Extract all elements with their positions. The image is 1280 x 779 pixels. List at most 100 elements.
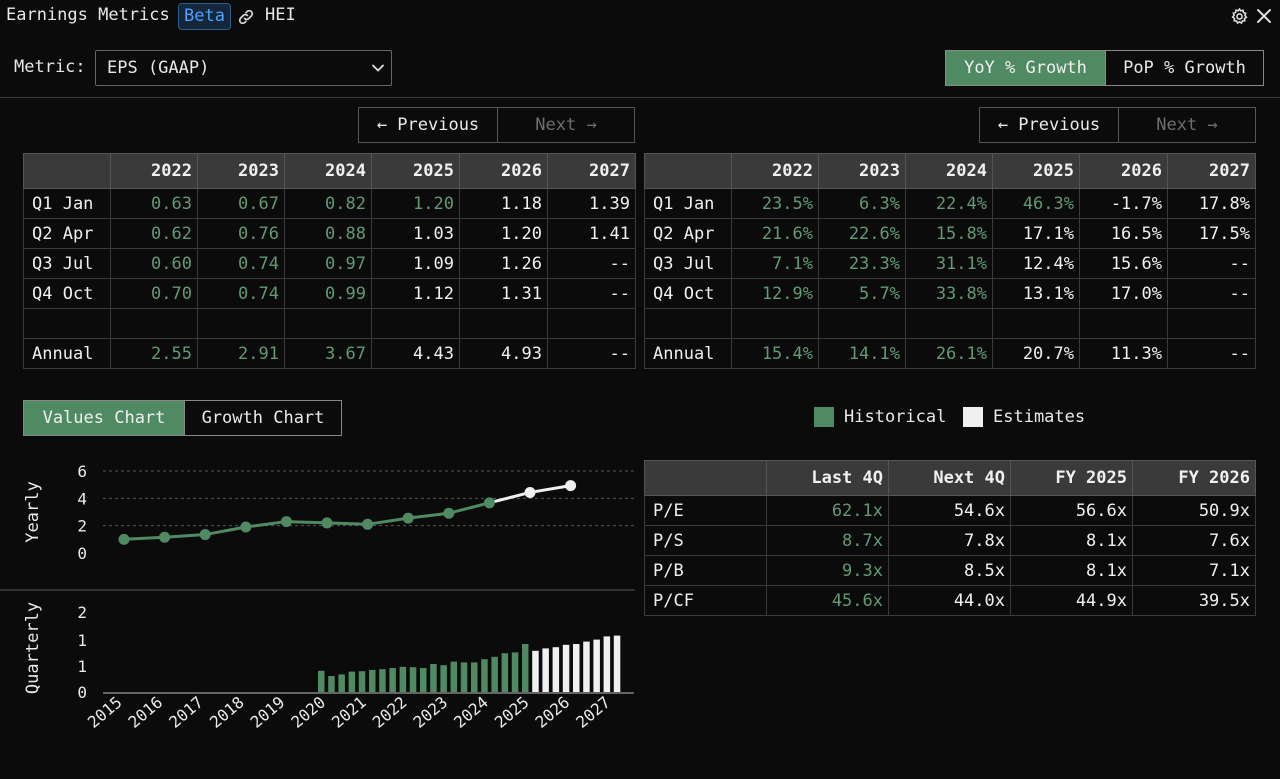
empty-cell — [197, 308, 285, 339]
table-cell: 23.5% — [731, 188, 819, 219]
x-tick-label: 2022 — [369, 693, 411, 732]
bar — [593, 639, 600, 692]
table-cell: 0.67 — [197, 188, 285, 219]
series-line-segment — [529, 484, 571, 494]
table-cell: -- — [547, 278, 636, 309]
series-line-segment — [204, 525, 247, 537]
table-cell: 3.67 — [284, 338, 372, 369]
data-point — [280, 516, 292, 528]
series-line-segment — [448, 501, 490, 515]
table-cell: 7.1% — [731, 248, 819, 279]
gear-icon[interactable] — [1230, 7, 1249, 26]
values-previous-button[interactable]: ← Previous — [359, 108, 498, 142]
empty-cell — [547, 308, 636, 339]
column-header: 2025 — [992, 153, 1080, 189]
series-line-segment — [164, 533, 206, 539]
table-cell: 17.0% — [1079, 278, 1168, 309]
column-header: 2025 — [371, 153, 460, 189]
growth-next-button[interactable]: Next → — [1156, 115, 1218, 135]
legend-historical: Historical — [814, 405, 946, 429]
bar — [379, 669, 386, 692]
bar — [532, 650, 539, 692]
column-header: 2023 — [818, 153, 906, 189]
table-cell: 44.0x — [888, 585, 1011, 616]
row-label: P/S — [644, 525, 767, 556]
bar — [420, 668, 427, 692]
x-tick-label: 2015 — [84, 693, 126, 732]
table-cell: 54.6x — [888, 495, 1011, 526]
table-cell: 17.5% — [1167, 218, 1256, 249]
y-tick-label: 1 — [77, 631, 87, 650]
pop-growth-button[interactable]: PoP % Growth — [1105, 51, 1263, 85]
series-line-segment — [489, 491, 531, 505]
table-cell: 1.39 — [547, 188, 636, 219]
values-next-button[interactable]: Next → — [535, 115, 597, 135]
growth-previous-button[interactable]: ← Previous — [980, 108, 1119, 142]
table-cell: 23.3% — [818, 248, 906, 279]
table-cell: 13.1% — [992, 278, 1080, 309]
y-axis-label: Quarterly — [23, 602, 43, 694]
historical-swatch — [814, 407, 834, 427]
column-header: 2023 — [197, 153, 285, 189]
bar — [440, 665, 447, 692]
legend-historical-label: Historical — [844, 407, 947, 427]
table-cell: 4.93 — [459, 338, 548, 369]
empty-cell — [459, 308, 548, 339]
table-cell: -- — [1167, 338, 1256, 369]
x-tick-label: 2024 — [450, 693, 492, 732]
row-label: P/E — [644, 495, 767, 526]
empty-cell — [1167, 308, 1256, 339]
bar — [522, 644, 529, 692]
table-cell: 0.74 — [197, 248, 285, 279]
table-header-row: 2022 2023 2024 2025 2026 2027 — [644, 153, 1256, 189]
bar — [491, 656, 498, 692]
row-label: Q1 Jan — [644, 188, 732, 219]
y-tick-label: 1 — [77, 657, 87, 676]
estimates-swatch — [963, 407, 983, 427]
empty-cell — [1079, 308, 1168, 339]
yoy-growth-button[interactable]: YoY % Growth — [946, 51, 1105, 85]
table-cell: 1.18 — [459, 188, 548, 219]
column-header: 2022 — [110, 153, 198, 189]
bar — [409, 667, 417, 692]
column-header: 2026 — [1079, 153, 1168, 189]
row-label: P/B — [644, 555, 767, 586]
table-row: Q4 Oct 12.9% 5.7% 33.8% 13.1% 17.0% -- — [644, 278, 1256, 309]
data-point — [402, 512, 414, 524]
table-cell: 14.1% — [818, 338, 906, 369]
table-row: Q3 Jul 0.60 0.74 0.97 1.09 1.26 -- — [23, 248, 636, 279]
metric-select[interactable]: EPS (GAAP) — [95, 50, 392, 86]
column-header: Last 4Q — [766, 460, 889, 496]
table-cell: 7.6x — [1132, 525, 1256, 556]
data-point — [240, 521, 252, 533]
table-cell: 0.63 — [110, 188, 198, 219]
table-cell: 0.82 — [284, 188, 372, 219]
table-cell: 0.97 — [284, 248, 372, 279]
table-cell: 31.1% — [905, 248, 993, 279]
table-row: P/E 62.1x 54.6x 56.6x 50.9x — [644, 495, 1256, 526]
bar — [369, 670, 376, 692]
empty-cell — [110, 308, 198, 339]
link-icon[interactable] — [237, 8, 255, 26]
growth-chart-button[interactable]: Growth Chart — [184, 401, 341, 435]
x-tick-label: 2016 — [125, 693, 167, 732]
table-cell: 12.4% — [992, 248, 1080, 279]
table-row: Q3 Jul 7.1% 23.3% 31.1% 12.4% 15.6% -- — [644, 248, 1256, 279]
legend-estimates: Estimates — [963, 405, 1085, 429]
table-row: P/S 8.7x 7.8x 8.1x 7.6x — [644, 525, 1256, 556]
series-line-segment — [367, 516, 409, 526]
data-point — [118, 533, 130, 545]
close-icon[interactable] — [1256, 8, 1272, 24]
empty-cell — [23, 308, 111, 339]
y-tick-label: 0 — [77, 544, 87, 563]
table-cell: 6.3% — [818, 188, 906, 219]
table-row: Q4 Oct 0.70 0.74 0.99 1.12 1.31 -- — [23, 278, 636, 309]
values-chart: 0246Yearly0112Quarterly20152016201720182… — [0, 462, 635, 732]
x-tick-label: 2018 — [206, 693, 248, 732]
table-cell: 1.26 — [459, 248, 548, 279]
header-corner — [23, 153, 111, 189]
valuation-table: Last 4Q Next 4Q FY 2025 FY 2026 P/E 62.1x 54.… — [644, 460, 1256, 616]
values-chart-button[interactable]: Values Chart — [24, 401, 184, 435]
values-pager: ← Previous Next → — [358, 107, 635, 143]
table-cell: 1.20 — [371, 188, 460, 219]
